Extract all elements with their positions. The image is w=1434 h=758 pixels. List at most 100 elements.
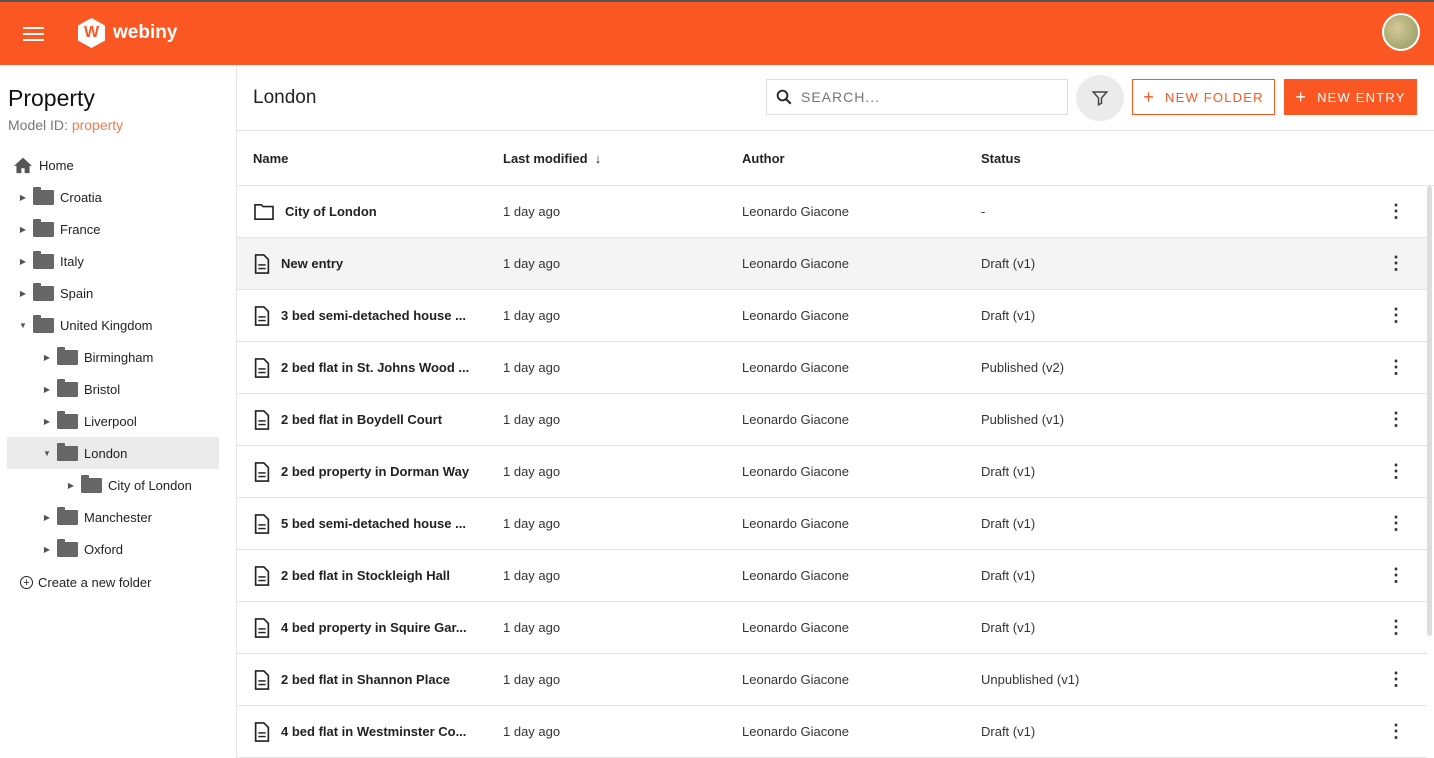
- row-status: Published (v1): [981, 412, 1065, 427]
- caret-right-icon[interactable]: ▶: [43, 544, 51, 554]
- row-author: Leonardo Giacone: [742, 360, 849, 375]
- document-icon: [254, 305, 270, 326]
- more-options-icon[interactable]: ⋮: [1387, 721, 1405, 741]
- tree-item-label: Spain: [60, 285, 94, 301]
- more-options-icon[interactable]: ⋮: [1387, 617, 1405, 637]
- row-name[interactable]: City of London: [253, 186, 377, 237]
- row-status: Unpublished (v1): [981, 672, 1080, 687]
- folder-open-icon: [33, 314, 54, 333]
- row-name[interactable]: New entry: [253, 238, 343, 289]
- row-name[interactable]: 4 bed property in Squire Gar...: [253, 602, 467, 653]
- tree-item-croatia[interactable]: ▶ Croatia: [7, 181, 219, 213]
- caret-right-icon[interactable]: ▶: [67, 480, 75, 490]
- model-title: Property: [8, 85, 95, 111]
- folder-icon: [33, 218, 54, 237]
- table-row[interactable]: 4 bed flat in Westminster Co... 1 day ago…: [237, 706, 1427, 758]
- more-options-icon[interactable]: ⋮: [1387, 201, 1405, 221]
- tree-item-home[interactable]: Home: [7, 149, 219, 181]
- logo-hex-icon: W: [78, 18, 105, 48]
- more-options-icon[interactable]: ⋮: [1387, 253, 1405, 273]
- row-modified: 1 day ago: [503, 672, 561, 687]
- tree-item-birmingham[interactable]: ▶ Birmingham: [7, 341, 219, 373]
- caret-down-icon[interactable]: ▼: [43, 448, 51, 458]
- row-name[interactable]: 2 bed flat in Stockleigh Hall: [253, 550, 450, 601]
- folder-outline-icon: [254, 203, 274, 220]
- table-row[interactable]: 5 bed semi-detached house ... 1 day ago Le…: [237, 498, 1427, 550]
- column-author[interactable]: Author: [742, 150, 785, 166]
- caret-right-icon[interactable]: ▶: [19, 288, 27, 298]
- table-row[interactable]: 2 bed flat in Boydell Court 1 day ago Leon…: [237, 394, 1427, 446]
- table-row[interactable]: 2 bed flat in Shannon Place 1 day ago Leon…: [237, 654, 1427, 706]
- avatar[interactable]: [1382, 13, 1420, 51]
- tree-item-italy[interactable]: ▶ Italy: [7, 245, 219, 277]
- document-icon: [254, 357, 270, 378]
- tree-item-manchester[interactable]: ▶ Manchester: [7, 501, 219, 533]
- row-name[interactable]: 2 bed flat in Boydell Court: [253, 394, 442, 445]
- search-box[interactable]: [766, 79, 1068, 115]
- column-status[interactable]: Status: [981, 150, 1021, 166]
- table-row[interactable]: 2 bed flat in Stockleigh Hall 1 day ago Le…: [237, 550, 1427, 602]
- tree-item-label: United Kingdom: [60, 317, 153, 333]
- more-options-icon[interactable]: ⋮: [1387, 461, 1405, 481]
- model-id: Model ID: property: [8, 117, 124, 133]
- column-last-modified[interactable]: Last modified ↓: [503, 150, 602, 166]
- row-status: Draft (v1): [981, 256, 1036, 271]
- tree-item-liverpool[interactable]: ▶ Liverpool: [7, 405, 219, 437]
- scrollbar[interactable]: [1427, 186, 1432, 636]
- row-name[interactable]: 2 bed property in Dorman Way: [253, 446, 469, 497]
- table-row[interactable]: 2 bed property in Dorman Way 1 day ago Leo…: [237, 446, 1427, 498]
- folder-icon: [57, 410, 78, 429]
- tree-item-label: Manchester: [84, 509, 152, 525]
- tree-item-france[interactable]: ▶ France: [7, 213, 219, 245]
- create-folder-button[interactable]: + Create a new folder: [20, 575, 151, 590]
- tree-item-london[interactable]: ▼ London: [7, 437, 219, 469]
- row-modified: 1 day ago: [503, 308, 561, 323]
- row-status: -: [981, 204, 986, 219]
- caret-down-icon[interactable]: ▼: [19, 320, 27, 330]
- caret-right-icon[interactable]: ▶: [43, 352, 51, 362]
- table-row[interactable]: City of London 1 day ago Leonardo Giacone -…: [237, 186, 1427, 238]
- row-name[interactable]: 3 bed semi-detached house ...: [253, 290, 466, 341]
- row-name[interactable]: 5 bed semi-detached house ...: [253, 498, 466, 549]
- tree-item-oxford[interactable]: ▶ Oxford: [7, 533, 219, 565]
- caret-right-icon[interactable]: ▶: [43, 416, 51, 426]
- filter-button[interactable]: [1076, 75, 1124, 121]
- tree-item-spain[interactable]: ▶ Spain: [7, 277, 219, 309]
- tree-item-bristol[interactable]: ▶ Bristol: [7, 373, 219, 405]
- document-icon: [254, 669, 270, 690]
- page-title: London: [253, 87, 317, 108]
- caret-right-icon[interactable]: ▶: [43, 384, 51, 394]
- caret-right-icon[interactable]: ▶: [43, 512, 51, 522]
- row-name[interactable]: 2 bed flat in Shannon Place: [253, 654, 450, 705]
- table-row[interactable]: New entry 1 day ago Leonardo Giacone Draft …: [237, 238, 1427, 290]
- caret-right-icon[interactable]: ▶: [19, 256, 27, 266]
- row-modified: 1 day ago: [503, 360, 561, 375]
- search-input[interactable]: [801, 89, 1041, 105]
- caret-right-icon[interactable]: ▶: [19, 224, 27, 234]
- logo-text: webiny: [113, 22, 178, 43]
- more-options-icon[interactable]: ⋮: [1387, 409, 1405, 429]
- hamburger-menu-icon[interactable]: [23, 27, 44, 41]
- more-options-icon[interactable]: ⋮: [1387, 669, 1405, 689]
- tree-item-label: City of London: [108, 477, 192, 493]
- caret-right-icon[interactable]: ▶: [19, 192, 27, 202]
- entries-table: City of London 1 day ago Leonardo Giacone -…: [237, 186, 1427, 758]
- row-status: Draft (v1): [981, 568, 1036, 583]
- tree-item-label: Home: [39, 157, 74, 173]
- new-folder-button[interactable]: + NEW FOLDER: [1132, 79, 1275, 115]
- tree-item-united-kingdom[interactable]: ▼ United Kingdom: [7, 309, 219, 341]
- more-options-icon[interactable]: ⋮: [1387, 565, 1405, 585]
- new-entry-button[interactable]: + NEW ENTRY: [1284, 79, 1417, 115]
- more-options-icon[interactable]: ⋮: [1387, 513, 1405, 533]
- column-name[interactable]: Name: [253, 150, 289, 166]
- more-options-icon[interactable]: ⋮: [1387, 357, 1405, 377]
- table-row[interactable]: 3 bed semi-detached house ... 1 day ago Le…: [237, 290, 1427, 342]
- row-status: Draft (v1): [981, 620, 1036, 635]
- more-options-icon[interactable]: ⋮: [1387, 305, 1405, 325]
- row-name[interactable]: 2 bed flat in St. Johns Wood ...: [253, 342, 469, 393]
- row-name[interactable]: 4 bed flat in Westminster Co...: [253, 706, 466, 757]
- tree-item-city-of-london[interactable]: ▶ City of London: [7, 469, 219, 501]
- table-row[interactable]: 4 bed property in Squire Gar... 1 day ago…: [237, 602, 1427, 654]
- table-row[interactable]: 2 bed flat in St. Johns Wood ... 1 day ag…: [237, 342, 1427, 394]
